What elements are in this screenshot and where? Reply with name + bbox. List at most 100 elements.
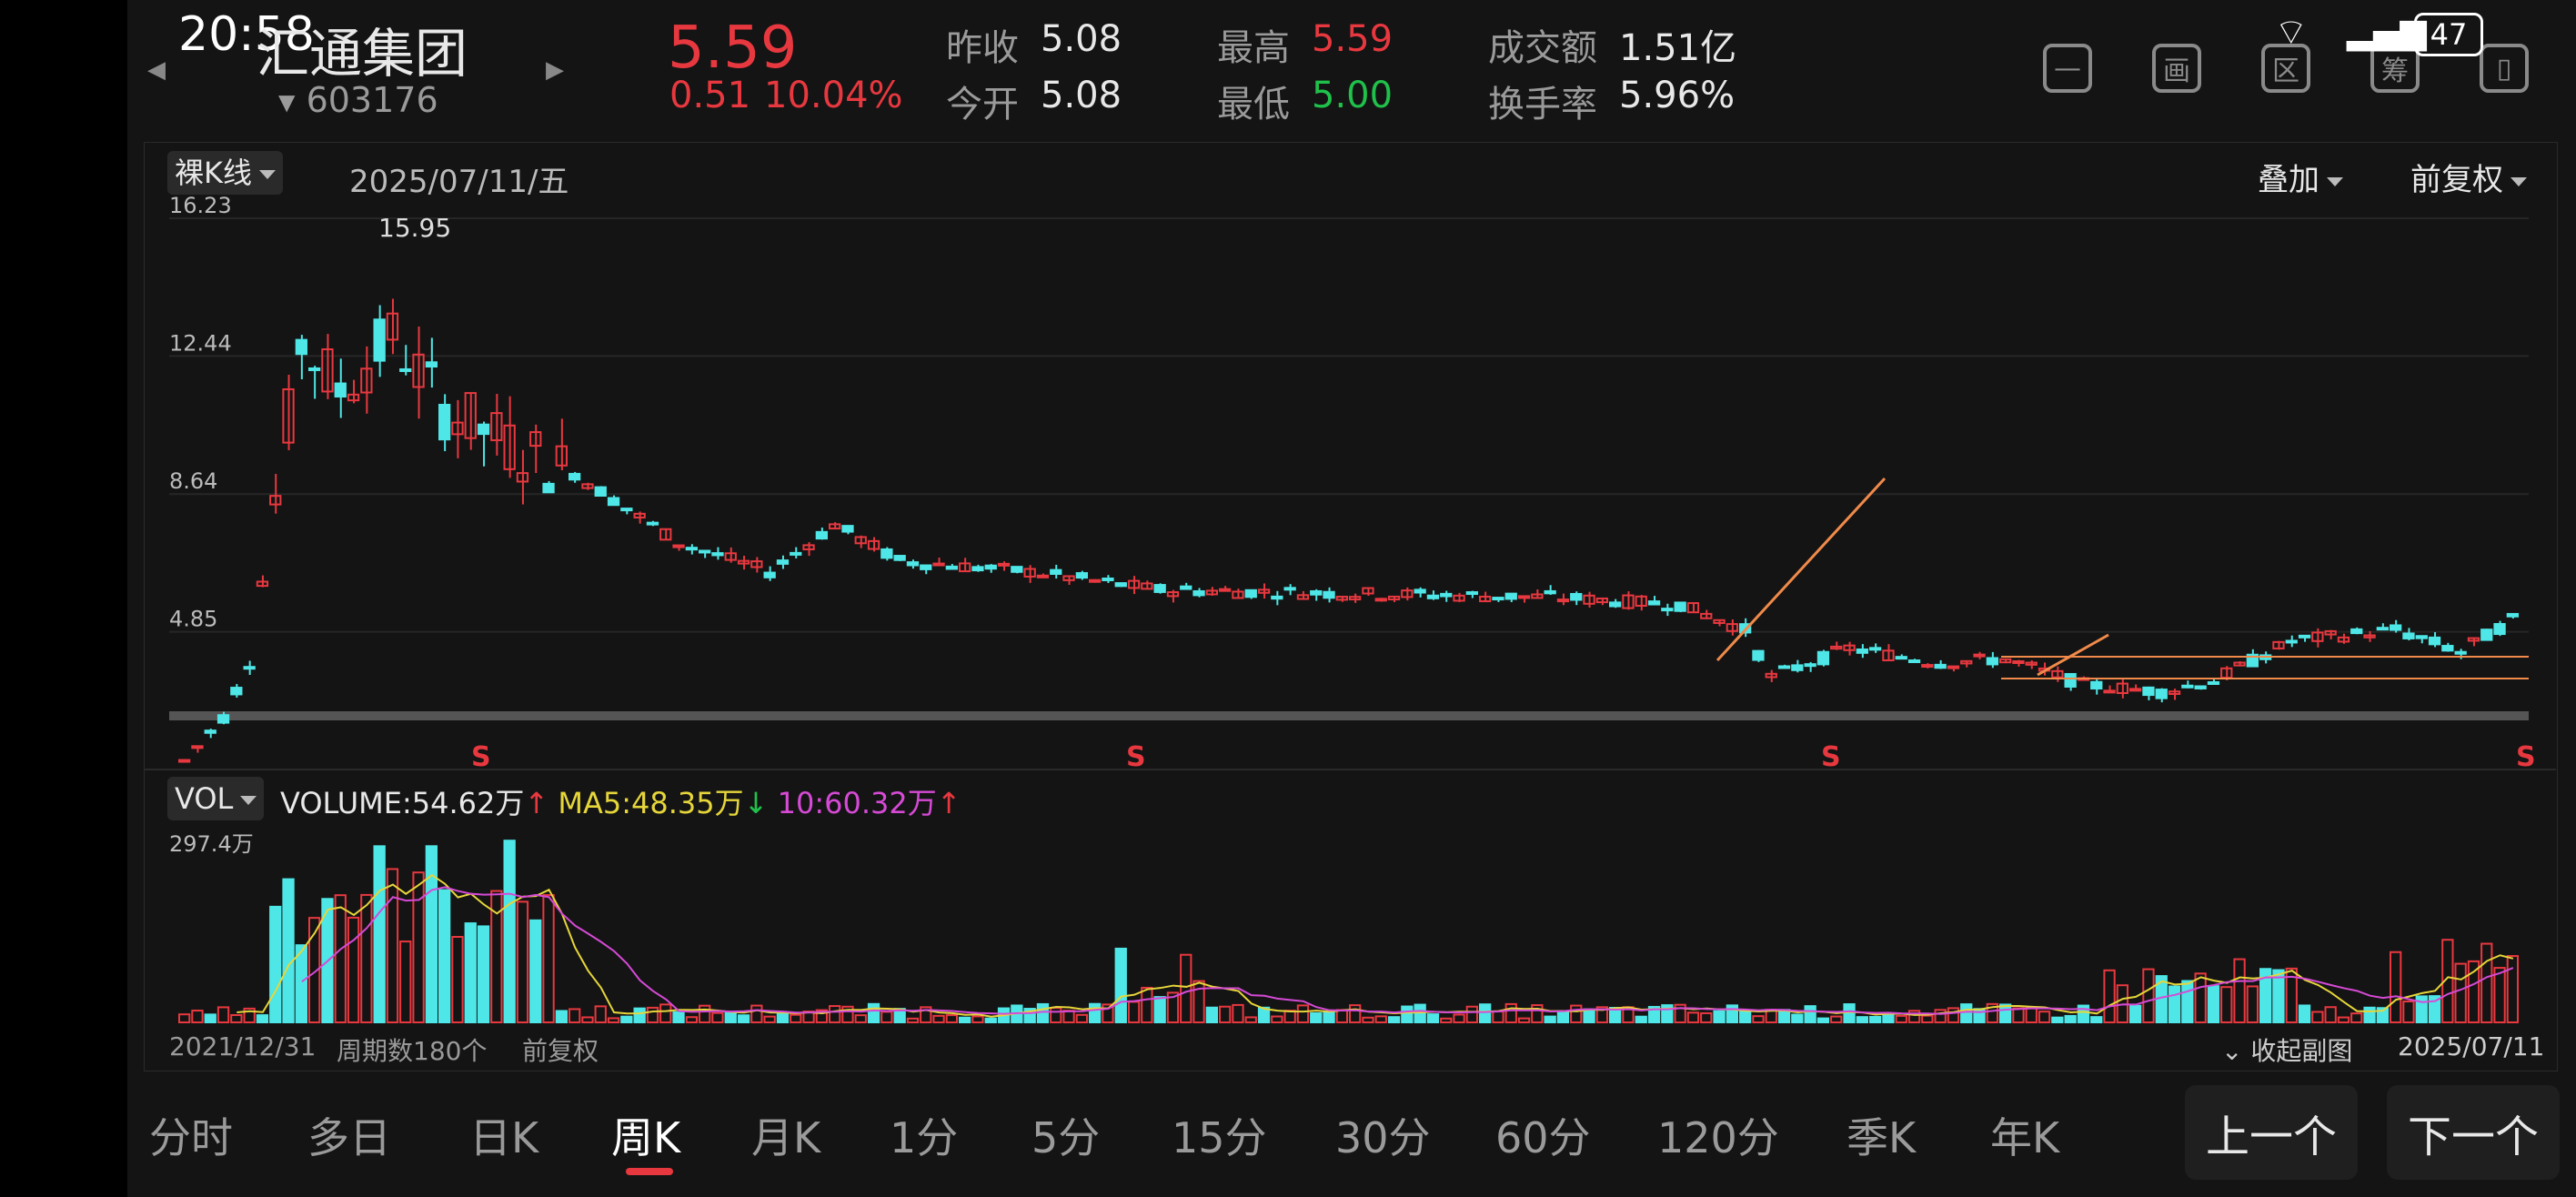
candle-body [425, 361, 438, 368]
signal-marker: S [471, 741, 491, 773]
volume-bar [1310, 1011, 1323, 1023]
volume-bar [2415, 995, 2428, 1024]
candle-body [1869, 647, 1882, 651]
image-icon[interactable]: 画 [2152, 44, 2201, 93]
app-root: 20:58 ◀ 汇通集团 ▼ 603176 ▶ 5.59 0.51 10.04%… [127, 0, 2576, 1197]
volume-bar [1726, 1004, 1738, 1024]
chevrons-down-icon: ⌄ [2221, 1036, 2243, 1066]
volume-bar [1544, 1015, 1556, 1024]
candle-body [1622, 594, 1635, 609]
prev-button[interactable]: 上一个 [2185, 1085, 2358, 1180]
volume-bar [2390, 951, 2402, 1023]
candle-body [1023, 568, 1036, 578]
wifi-icon: ⌔ [2274, 12, 2309, 54]
overlay-label: 叠加 [2258, 162, 2319, 198]
candle-body [269, 495, 282, 506]
candle-body [1453, 594, 1465, 602]
adjust-dropdown[interactable]: 前复权 [2410, 155, 2527, 199]
volume-bar [1453, 1013, 1465, 1023]
volume-bar [2259, 968, 2272, 1024]
volume-bar [1127, 1001, 1141, 1023]
tab-30分[interactable]: 30分 [1335, 1113, 1431, 1162]
volume-bar [191, 1010, 204, 1023]
volume-value: 54.62万 [411, 786, 525, 820]
tab-15分[interactable]: 15分 [1172, 1113, 1267, 1162]
candle-body [2298, 634, 2311, 639]
overlay-dropdown[interactable]: 叠加 [2258, 155, 2343, 199]
candle-body [373, 318, 386, 362]
volume-bar [1595, 1006, 1608, 1023]
stock-code-row[interactable]: ▼ 603176 [278, 80, 438, 120]
volume-bar [347, 916, 360, 1024]
candle-body [1960, 659, 1973, 665]
stat-value: 5.08 [1041, 18, 1122, 60]
prev-stock-arrow-icon[interactable]: ◀ [147, 56, 166, 84]
candle-body [1843, 644, 1856, 651]
tab-5分[interactable]: 5分 [1031, 1113, 1101, 1162]
volume-bar [2246, 985, 2259, 1024]
candle-body [1556, 598, 1570, 603]
volume-bar [815, 1009, 829, 1023]
current-price: 5.59 [668, 15, 798, 82]
minus-icon[interactable]: — [2043, 44, 2092, 93]
indicator-dropdown[interactable]: VOL [167, 777, 265, 820]
candle-body [477, 423, 490, 436]
candle-body [243, 666, 256, 670]
tab-日K[interactable]: 日K [469, 1113, 539, 1162]
candle-body [893, 555, 906, 561]
chip-icon[interactable]: 筹 [2370, 44, 2420, 93]
volume-bar [1426, 1013, 1440, 1023]
tab-分时[interactable]: 分时 [149, 1113, 233, 1162]
volume-bar [2272, 969, 2285, 1024]
volume-bar [425, 845, 438, 1023]
tab-1分[interactable]: 1分 [890, 1113, 959, 1162]
candle-body [1153, 584, 1166, 593]
volume-bar [2090, 1016, 2103, 1023]
next-stock-arrow-icon[interactable]: ▶ [546, 56, 564, 84]
tab-月K[interactable]: 月K [751, 1113, 821, 1162]
candle-body [646, 521, 659, 526]
volume-bar [2480, 942, 2493, 1024]
candle-body [607, 497, 620, 507]
stat-value: 5.00 [1312, 75, 1394, 116]
split-screen-icon[interactable]: ▯ [2480, 44, 2529, 93]
candle-body [620, 508, 633, 512]
collapse-subchart-button[interactable]: ⌄ 收起副图 [2221, 1031, 2352, 1068]
candle-body [516, 472, 529, 483]
volume-bar [724, 1011, 737, 1023]
volume-bar [2012, 1007, 2025, 1024]
ma10-line [301, 886, 2514, 1015]
volume-bar [1647, 1005, 1661, 1023]
candle-body [2012, 659, 2025, 664]
volume-bar [932, 1014, 945, 1024]
stock-name[interactable]: 汇通集团 [257, 23, 468, 85]
volume-bar [1674, 1003, 1686, 1024]
candle-body [216, 714, 230, 724]
candle-body [1102, 577, 1114, 581]
tab-季K[interactable]: 季K [1846, 1113, 1917, 1162]
max-price-label: 15.95 [378, 213, 451, 243]
candle-body [178, 759, 191, 763]
candle-body [282, 387, 295, 444]
candle-body [490, 412, 503, 442]
tab-多日[interactable]: 多日 [307, 1113, 391, 1162]
volume-bar [1804, 1005, 1816, 1024]
volume-bar [711, 1011, 724, 1023]
candle-body [308, 367, 321, 371]
volume-bar [1856, 1016, 1868, 1024]
kline-mode-dropdown[interactable]: 裸K线 [167, 151, 283, 195]
candle-body [1323, 590, 1335, 599]
tab-120分[interactable]: 120分 [1657, 1113, 1779, 1162]
volume-bar [920, 1006, 932, 1023]
candle-body [321, 348, 334, 393]
next-button[interactable]: 下一个 [2387, 1085, 2560, 1180]
candle-body [1166, 591, 1180, 598]
tab-年K[interactable]: 年K [1990, 1113, 2060, 1162]
volume-bar [841, 1005, 854, 1024]
candle-body [1479, 595, 1492, 603]
range-icon[interactable]: 区 [2261, 44, 2310, 93]
candle-body [2025, 661, 2038, 666]
tab-周K[interactable]: 周K [611, 1113, 681, 1162]
tab-60分[interactable]: 60分 [1495, 1113, 1591, 1162]
